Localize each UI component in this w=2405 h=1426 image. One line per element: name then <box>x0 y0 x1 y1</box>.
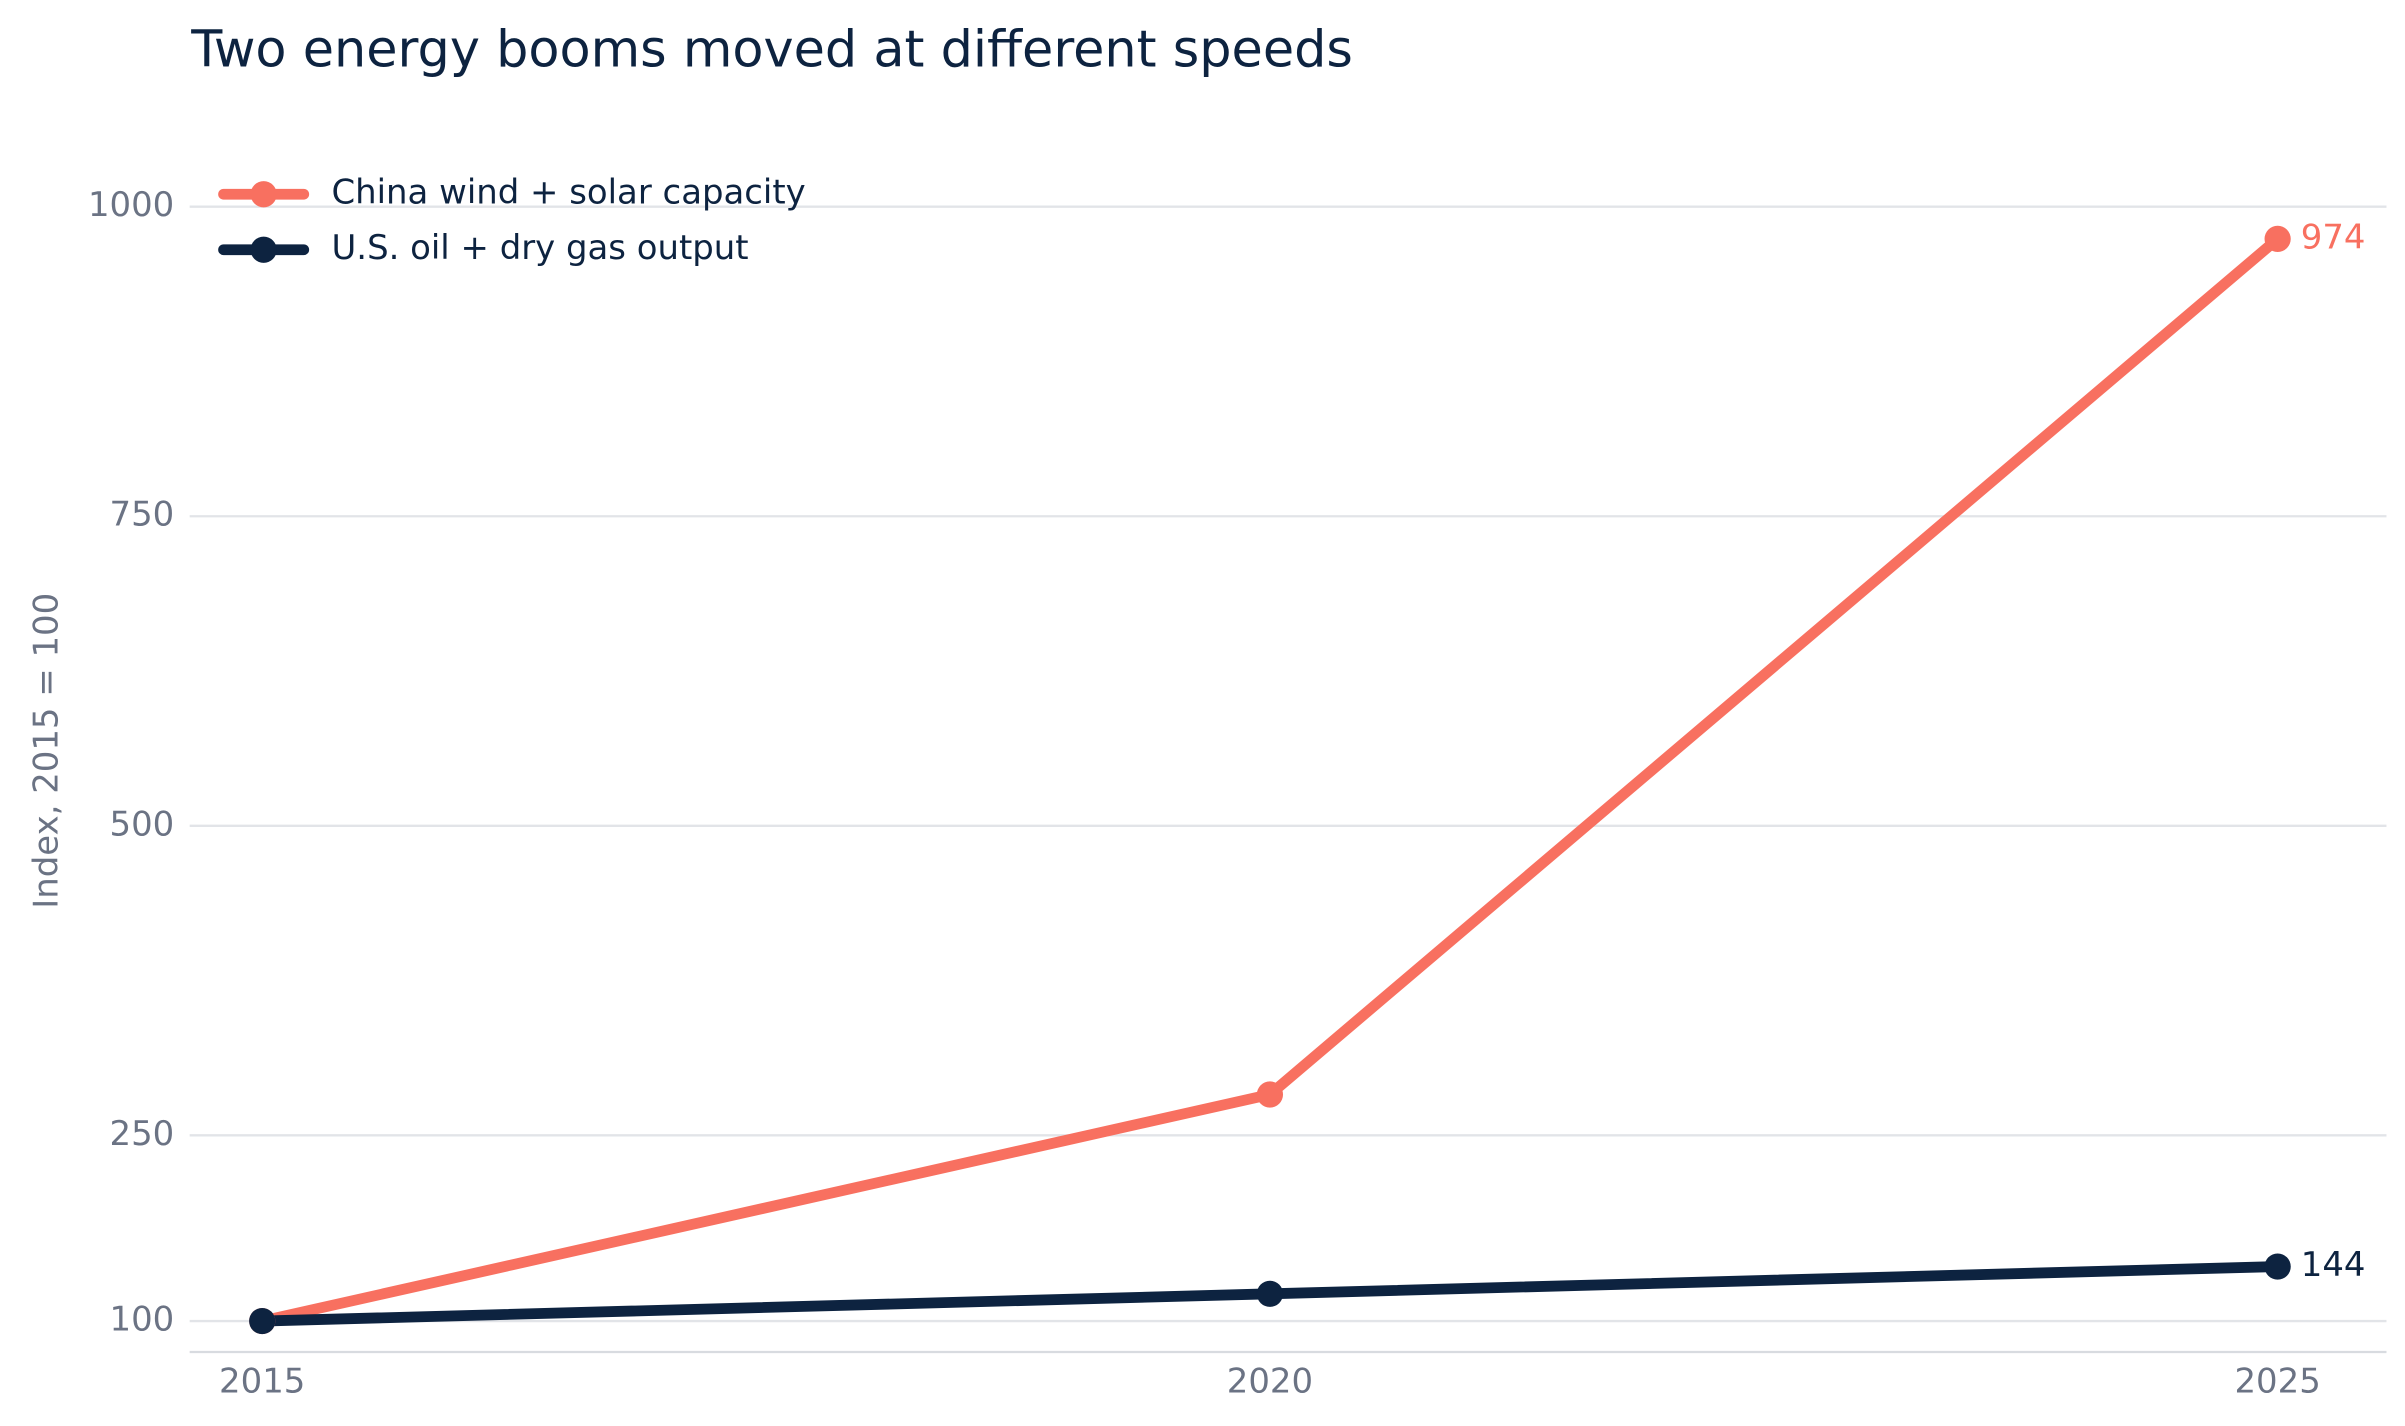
y-tick-label: 250 <box>110 1114 175 1153</box>
x-tick-label: 2025 <box>2234 1361 2320 1400</box>
y-tick-label: 500 <box>110 804 175 843</box>
legend-label: China wind + solar capacity <box>331 173 805 212</box>
y-tick-label: 100 <box>110 1300 175 1339</box>
y-tick-label: 1000 <box>88 185 174 224</box>
legend-label: U.S. oil + dry gas output <box>331 228 748 267</box>
legend-marker <box>250 236 277 263</box>
end-label: 974 <box>2301 217 2366 256</box>
y-axis-label: Index, 2015 = 100 <box>26 593 65 909</box>
x-tick-label: 2020 <box>1227 1361 1313 1400</box>
series-line <box>261 234 2282 1327</box>
point <box>1256 1081 1284 1108</box>
chart-title: Two energy booms moved at different spee… <box>190 19 1353 78</box>
point <box>2264 1253 2291 1280</box>
x-tick-label: 2015 <box>219 1361 305 1400</box>
y-tick-label: 750 <box>110 495 175 534</box>
end-label: 144 <box>2301 1245 2366 1284</box>
legend-marker <box>250 181 277 208</box>
point <box>249 1307 276 1335</box>
point <box>2264 225 2291 252</box>
point <box>1256 1280 1284 1307</box>
